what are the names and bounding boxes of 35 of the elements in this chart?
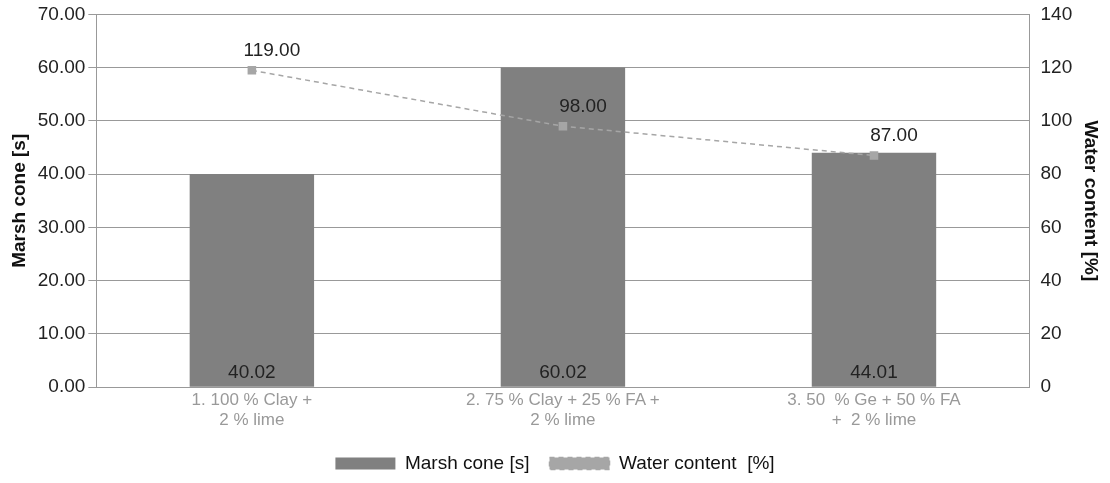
bar	[189, 174, 315, 387]
y2-tick-label: 140	[1040, 2, 1073, 24]
data-label: 119.00	[243, 39, 301, 61]
y2-tick-label: 20	[1040, 322, 1062, 344]
data-label: 87.00	[870, 124, 918, 146]
y-tick-label: 20.00	[37, 268, 86, 290]
y2-axis-title: Water content [%]	[1081, 120, 1103, 282]
y-tick-label: 40.00	[37, 162, 86, 184]
y-tick-label: 60.00	[37, 55, 86, 77]
point	[558, 121, 568, 131]
y2-tick-label: 80	[1040, 162, 1062, 184]
y2-tick-label: 100	[1040, 109, 1073, 131]
data-label: 60.02	[539, 361, 587, 383]
point	[247, 66, 257, 75]
x-tick-label: 2. 75 % Clay + 25 % FA + 2 % lime	[466, 390, 660, 430]
x-tick-label: 3. 50 % Ge + 50 % FA + 2 % lime	[787, 390, 962, 430]
y2-tick-label: 120	[1040, 55, 1073, 77]
legend-label: Water content [%]	[619, 451, 775, 473]
data-label: 40.02	[228, 361, 276, 383]
y-tick-label: 0.00	[48, 375, 86, 397]
y2-tick-label: 0	[1040, 375, 1052, 397]
y2-tick-label: 40	[1040, 268, 1062, 290]
data-label: 44.01	[850, 361, 898, 383]
y2-tick-label: 60	[1040, 215, 1062, 237]
y-tick-label: 10.00	[37, 322, 86, 344]
y-tick-label: 70.00	[37, 2, 86, 24]
y-tick-label: 30.00	[37, 215, 86, 237]
y-axis-title: Marsh cone [s]	[7, 133, 29, 268]
x-tick-label: 1. 100 % Clay + 2 % lime	[191, 390, 313, 430]
data-label: 98.00	[559, 94, 607, 116]
bar	[500, 67, 626, 387]
point	[869, 151, 879, 160]
bar	[811, 152, 937, 387]
y-tick-label: 50.00	[37, 109, 86, 131]
legend-label: Marsh cone [s]	[404, 451, 530, 473]
